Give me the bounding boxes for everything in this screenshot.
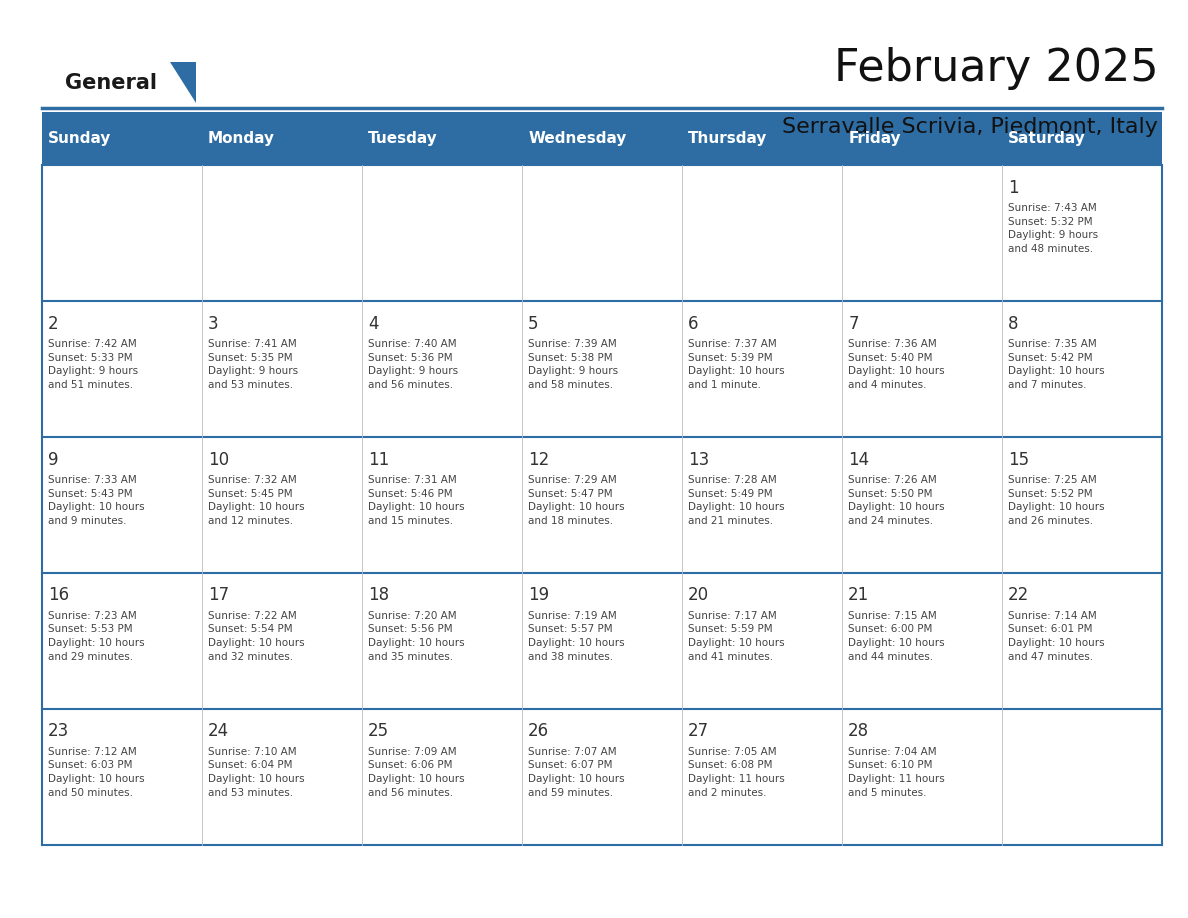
Text: 13: 13 xyxy=(688,451,709,468)
Text: 12: 12 xyxy=(529,451,549,468)
Text: Sunday: Sunday xyxy=(48,131,112,146)
Bar xyxy=(42,112,1162,165)
Text: February 2025: February 2025 xyxy=(834,48,1158,90)
Text: Sunrise: 7:22 AM
Sunset: 5:54 PM
Daylight: 10 hours
and 32 minutes.: Sunrise: 7:22 AM Sunset: 5:54 PM Dayligh… xyxy=(208,610,304,662)
Text: Sunrise: 7:20 AM
Sunset: 5:56 PM
Daylight: 10 hours
and 35 minutes.: Sunrise: 7:20 AM Sunset: 5:56 PM Dayligh… xyxy=(368,610,465,662)
Text: Sunrise: 7:23 AM
Sunset: 5:53 PM
Daylight: 10 hours
and 29 minutes.: Sunrise: 7:23 AM Sunset: 5:53 PM Dayligh… xyxy=(48,610,145,662)
Text: 24: 24 xyxy=(208,722,229,740)
Text: 10: 10 xyxy=(208,451,229,468)
Text: Sunrise: 7:12 AM
Sunset: 6:03 PM
Daylight: 10 hours
and 50 minutes.: Sunrise: 7:12 AM Sunset: 6:03 PM Dayligh… xyxy=(48,746,145,798)
Text: 21: 21 xyxy=(848,587,870,604)
Text: Saturday: Saturday xyxy=(1009,131,1086,146)
Text: 16: 16 xyxy=(48,587,69,604)
Text: Sunrise: 7:41 AM
Sunset: 5:35 PM
Daylight: 9 hours
and 53 minutes.: Sunrise: 7:41 AM Sunset: 5:35 PM Dayligh… xyxy=(208,339,298,390)
Text: Sunrise: 7:15 AM
Sunset: 6:00 PM
Daylight: 10 hours
and 44 minutes.: Sunrise: 7:15 AM Sunset: 6:00 PM Dayligh… xyxy=(848,610,944,662)
Text: Sunrise: 7:31 AM
Sunset: 5:46 PM
Daylight: 10 hours
and 15 minutes.: Sunrise: 7:31 AM Sunset: 5:46 PM Dayligh… xyxy=(368,475,465,526)
Text: 8: 8 xyxy=(1009,315,1019,332)
Text: 14: 14 xyxy=(848,451,870,468)
Text: Sunrise: 7:43 AM
Sunset: 5:32 PM
Daylight: 9 hours
and 48 minutes.: Sunrise: 7:43 AM Sunset: 5:32 PM Dayligh… xyxy=(1009,203,1099,254)
Text: 20: 20 xyxy=(688,587,709,604)
Text: 19: 19 xyxy=(529,587,549,604)
Text: 6: 6 xyxy=(688,315,699,332)
Text: Sunrise: 7:04 AM
Sunset: 6:10 PM
Daylight: 11 hours
and 5 minutes.: Sunrise: 7:04 AM Sunset: 6:10 PM Dayligh… xyxy=(848,746,944,798)
Text: Sunrise: 7:05 AM
Sunset: 6:08 PM
Daylight: 11 hours
and 2 minutes.: Sunrise: 7:05 AM Sunset: 6:08 PM Dayligh… xyxy=(688,746,785,798)
Polygon shape xyxy=(170,62,196,103)
Text: Sunrise: 7:26 AM
Sunset: 5:50 PM
Daylight: 10 hours
and 24 minutes.: Sunrise: 7:26 AM Sunset: 5:50 PM Dayligh… xyxy=(848,475,944,526)
Text: Sunrise: 7:14 AM
Sunset: 6:01 PM
Daylight: 10 hours
and 47 minutes.: Sunrise: 7:14 AM Sunset: 6:01 PM Dayligh… xyxy=(1009,610,1105,662)
Text: Thursday: Thursday xyxy=(688,131,767,146)
Text: General: General xyxy=(65,73,157,93)
Text: Blue: Blue xyxy=(115,114,168,134)
Text: Sunrise: 7:37 AM
Sunset: 5:39 PM
Daylight: 10 hours
and 1 minute.: Sunrise: 7:37 AM Sunset: 5:39 PM Dayligh… xyxy=(688,339,785,390)
Text: Sunrise: 7:09 AM
Sunset: 6:06 PM
Daylight: 10 hours
and 56 minutes.: Sunrise: 7:09 AM Sunset: 6:06 PM Dayligh… xyxy=(368,746,465,798)
Bar xyxy=(42,709,1162,845)
Text: 9: 9 xyxy=(48,451,58,468)
Text: 7: 7 xyxy=(848,315,859,332)
Text: Sunrise: 7:35 AM
Sunset: 5:42 PM
Daylight: 10 hours
and 7 minutes.: Sunrise: 7:35 AM Sunset: 5:42 PM Dayligh… xyxy=(1009,339,1105,390)
Text: 27: 27 xyxy=(688,722,709,740)
Text: Tuesday: Tuesday xyxy=(368,131,438,146)
Text: 4: 4 xyxy=(368,315,379,332)
Text: Sunrise: 7:39 AM
Sunset: 5:38 PM
Daylight: 9 hours
and 58 minutes.: Sunrise: 7:39 AM Sunset: 5:38 PM Dayligh… xyxy=(529,339,618,390)
Text: Serravalle Scrivia, Piedmont, Italy: Serravalle Scrivia, Piedmont, Italy xyxy=(783,117,1158,137)
Text: Monday: Monday xyxy=(208,131,276,146)
Text: Wednesday: Wednesday xyxy=(529,131,626,146)
Text: Sunrise: 7:36 AM
Sunset: 5:40 PM
Daylight: 10 hours
and 4 minutes.: Sunrise: 7:36 AM Sunset: 5:40 PM Dayligh… xyxy=(848,339,944,390)
Bar xyxy=(42,573,1162,709)
Text: Sunrise: 7:42 AM
Sunset: 5:33 PM
Daylight: 9 hours
and 51 minutes.: Sunrise: 7:42 AM Sunset: 5:33 PM Dayligh… xyxy=(48,339,138,390)
Text: Sunrise: 7:28 AM
Sunset: 5:49 PM
Daylight: 10 hours
and 21 minutes.: Sunrise: 7:28 AM Sunset: 5:49 PM Dayligh… xyxy=(688,475,785,526)
Text: 2: 2 xyxy=(48,315,58,332)
Text: Sunrise: 7:32 AM
Sunset: 5:45 PM
Daylight: 10 hours
and 12 minutes.: Sunrise: 7:32 AM Sunset: 5:45 PM Dayligh… xyxy=(208,475,304,526)
Text: Sunrise: 7:07 AM
Sunset: 6:07 PM
Daylight: 10 hours
and 59 minutes.: Sunrise: 7:07 AM Sunset: 6:07 PM Dayligh… xyxy=(529,746,625,798)
Text: Sunrise: 7:29 AM
Sunset: 5:47 PM
Daylight: 10 hours
and 18 minutes.: Sunrise: 7:29 AM Sunset: 5:47 PM Dayligh… xyxy=(529,475,625,526)
Text: 22: 22 xyxy=(1009,587,1030,604)
Text: Sunrise: 7:10 AM
Sunset: 6:04 PM
Daylight: 10 hours
and 53 minutes.: Sunrise: 7:10 AM Sunset: 6:04 PM Dayligh… xyxy=(208,746,304,798)
Text: 1: 1 xyxy=(1009,179,1019,196)
Text: 18: 18 xyxy=(368,587,390,604)
Text: Sunrise: 7:25 AM
Sunset: 5:52 PM
Daylight: 10 hours
and 26 minutes.: Sunrise: 7:25 AM Sunset: 5:52 PM Dayligh… xyxy=(1009,475,1105,526)
Text: 23: 23 xyxy=(48,722,69,740)
Bar xyxy=(42,437,1162,573)
Text: 5: 5 xyxy=(529,315,538,332)
Bar xyxy=(42,165,1162,301)
Bar xyxy=(42,301,1162,437)
Text: Sunrise: 7:19 AM
Sunset: 5:57 PM
Daylight: 10 hours
and 38 minutes.: Sunrise: 7:19 AM Sunset: 5:57 PM Dayligh… xyxy=(529,610,625,662)
Text: Friday: Friday xyxy=(848,131,901,146)
Text: Sunrise: 7:33 AM
Sunset: 5:43 PM
Daylight: 10 hours
and 9 minutes.: Sunrise: 7:33 AM Sunset: 5:43 PM Dayligh… xyxy=(48,475,145,526)
Text: 3: 3 xyxy=(208,315,219,332)
Text: 11: 11 xyxy=(368,451,390,468)
Text: 28: 28 xyxy=(848,722,870,740)
Text: Sunrise: 7:17 AM
Sunset: 5:59 PM
Daylight: 10 hours
and 41 minutes.: Sunrise: 7:17 AM Sunset: 5:59 PM Dayligh… xyxy=(688,610,785,662)
Text: 25: 25 xyxy=(368,722,390,740)
Text: 17: 17 xyxy=(208,587,229,604)
Text: 15: 15 xyxy=(1009,451,1029,468)
Text: Sunrise: 7:40 AM
Sunset: 5:36 PM
Daylight: 9 hours
and 56 minutes.: Sunrise: 7:40 AM Sunset: 5:36 PM Dayligh… xyxy=(368,339,459,390)
Text: 26: 26 xyxy=(529,722,549,740)
